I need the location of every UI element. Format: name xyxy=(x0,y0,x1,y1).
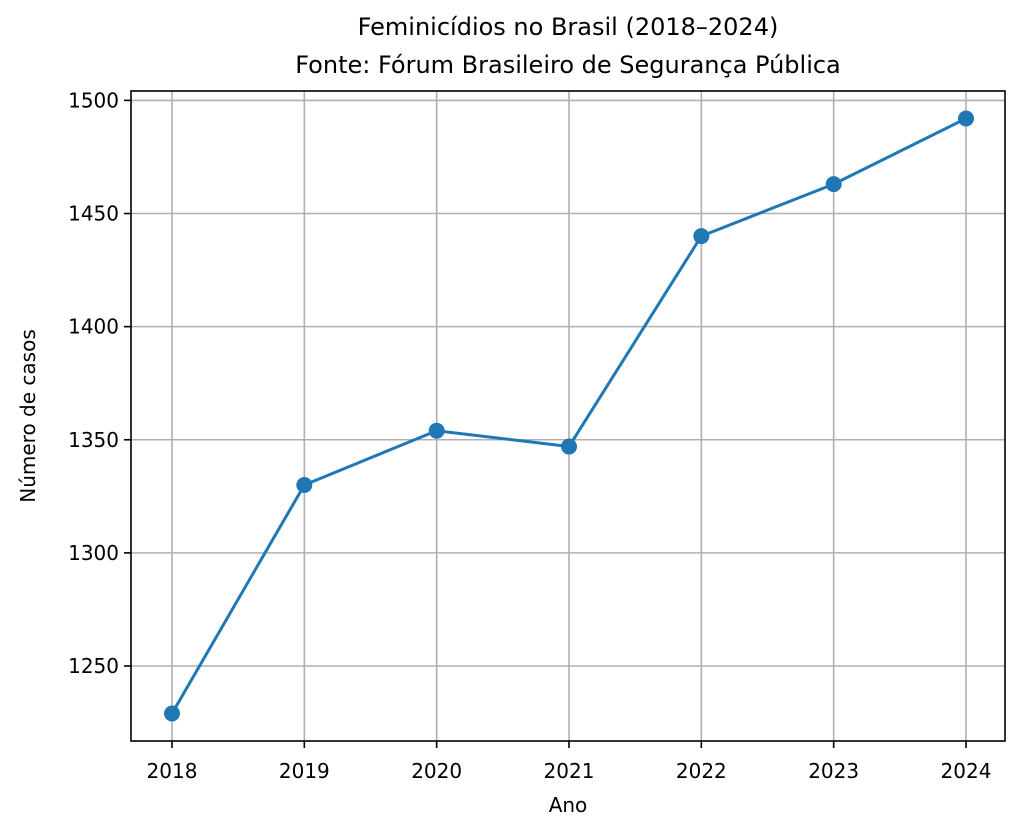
x-tick-label: 2020 xyxy=(411,759,462,783)
chart-subtitle: Fonte: Fórum Brasileiro de Segurança Púb… xyxy=(295,51,841,79)
data-point xyxy=(825,176,842,193)
x-tick-label: 2024 xyxy=(941,759,992,783)
y-tick-label: 1350 xyxy=(68,428,119,452)
y-tick-label: 1400 xyxy=(68,315,119,339)
y-tick-label: 1500 xyxy=(68,88,119,112)
x-tick-label: 2018 xyxy=(147,759,198,783)
y-tick-label: 1300 xyxy=(68,541,119,565)
y-tick-label: 1250 xyxy=(68,654,119,678)
data-point xyxy=(693,228,710,245)
data-series xyxy=(164,110,974,722)
axis-ticks: 2018 2019 2020 2021 2022 2023 2024 1250 1300 1350… xyxy=(68,88,991,783)
x-tick-label: 2022 xyxy=(676,759,727,783)
x-tick-label: 2023 xyxy=(808,759,859,783)
data-point xyxy=(958,110,974,127)
y-axis-label: Número de casos xyxy=(16,329,40,503)
y-tick-label: 1450 xyxy=(68,202,119,226)
data-point xyxy=(428,422,445,439)
x-tick-label: 2021 xyxy=(544,759,595,783)
x-axis-label: Ano xyxy=(549,793,588,817)
data-point xyxy=(561,438,577,455)
data-point xyxy=(296,477,313,494)
plot-frame xyxy=(130,90,1006,742)
chart-title: Feminicídios no Brasil (2018–2024) xyxy=(358,13,779,41)
grid-lines xyxy=(131,91,1005,741)
x-tick-label: 2019 xyxy=(279,759,330,783)
data-point xyxy=(164,705,180,722)
